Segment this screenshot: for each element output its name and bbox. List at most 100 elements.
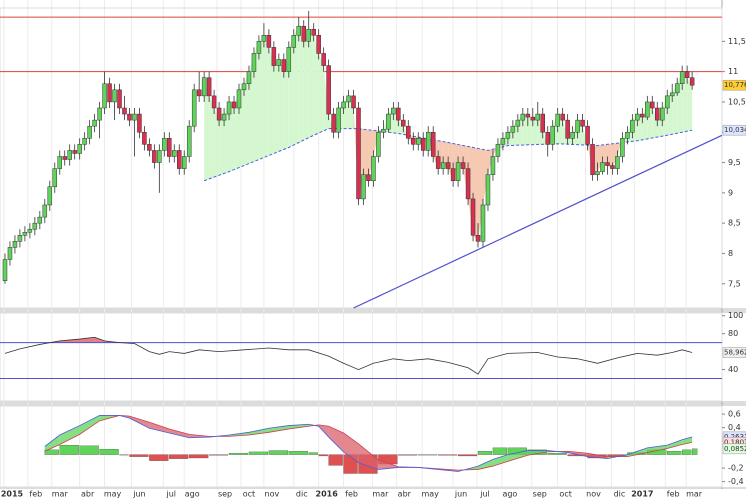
candle-body — [351, 95, 356, 109]
ma-fill — [368, 129, 374, 181]
candle-body — [62, 156, 67, 160]
ma-fill — [672, 83, 678, 135]
candle-body — [500, 138, 506, 145]
x-tick-label: sep — [218, 490, 232, 499]
plot-frame — [0, 405, 723, 488]
macd-fill — [378, 460, 399, 470]
candle-body — [7, 247, 13, 260]
candle-body — [112, 89, 117, 103]
candle-body — [495, 144, 501, 157]
candle-body — [520, 113, 526, 121]
candle-body — [425, 131, 431, 151]
ma-fill — [273, 59, 279, 154]
candle-body — [505, 131, 511, 139]
candle-body — [540, 113, 545, 133]
histogram-bar — [492, 447, 508, 455]
candle-body — [416, 138, 421, 145]
x-tick-label: mar — [52, 490, 69, 499]
plot-frame — [0, 7, 723, 309]
ma-fill — [443, 141, 449, 169]
ma-fill — [478, 148, 483, 242]
macd-fill — [667, 439, 683, 449]
histogram-bar — [308, 452, 318, 455]
candle-body — [391, 107, 396, 115]
macd-fill — [248, 428, 269, 436]
candle-body — [346, 95, 351, 103]
ma-fill — [393, 108, 399, 134]
trend-line — [353, 134, 723, 309]
candle-body — [530, 116, 536, 121]
macd-fill — [59, 425, 80, 445]
macd-fill — [627, 447, 648, 457]
histogram-bar — [667, 451, 682, 455]
candle-body — [420, 138, 426, 151]
ma-fill — [318, 53, 324, 134]
candle-body — [191, 89, 197, 127]
histogram-bar — [318, 454, 328, 457]
candle-body — [196, 89, 202, 97]
value-label-box — [722, 79, 746, 91]
panel-separator — [0, 308, 746, 313]
macd-fill — [268, 425, 289, 433]
ma-fill — [542, 132, 548, 145]
y-tick-label: 11 — [728, 67, 738, 76]
candle-body — [366, 174, 371, 181]
candle-body — [137, 113, 142, 133]
histogram-bar — [288, 451, 308, 455]
value-label-box — [722, 347, 746, 358]
y-tick-label: 8,5 — [728, 219, 741, 228]
x-tick-label: oct — [559, 490, 571, 499]
y-tick-label: 9,5 — [728, 158, 741, 167]
candle-body — [465, 168, 471, 200]
candle-body — [485, 174, 491, 206]
candle-body — [396, 107, 401, 121]
histogram-bar — [438, 454, 458, 456]
x-tick-label: sep — [533, 490, 547, 499]
candle-body — [17, 235, 23, 242]
candle-body — [12, 241, 18, 248]
y-tick-label: 100 — [728, 311, 743, 320]
ma-fill — [219, 114, 225, 176]
candle-body — [301, 25, 306, 42]
x-tick-label: feb — [667, 490, 680, 499]
ma-fill — [687, 77, 693, 132]
x-tick-label: oct — [243, 490, 255, 499]
candle-body — [256, 41, 262, 54]
macd-fill — [647, 445, 668, 453]
x-tick-label: feb — [345, 490, 358, 499]
rsi-line — [4, 336, 693, 375]
candle-body — [316, 35, 321, 54]
ma-fill — [313, 35, 319, 136]
histogram-bar — [248, 451, 269, 455]
candle-body — [177, 150, 182, 169]
candle-body — [2, 259, 8, 281]
ma-fill — [268, 47, 274, 156]
candle-body — [525, 113, 531, 118]
candle-body — [117, 89, 122, 109]
macd-fill — [358, 443, 379, 470]
value-label-box — [722, 443, 746, 455]
ma-fill — [682, 71, 688, 133]
plot-frame — [0, 312, 723, 402]
candle-body — [47, 186, 53, 206]
histogram-bar — [457, 454, 478, 457]
x-tick-label: jun — [132, 490, 145, 499]
candle-body — [147, 144, 152, 151]
candle-body — [57, 156, 63, 169]
y-tick-label: -0,2 — [728, 464, 744, 473]
candle-body — [236, 89, 242, 109]
x-tick-label: ago — [502, 490, 517, 499]
x-tick-label: nov — [586, 490, 601, 499]
x-tick-label: 2016 — [316, 490, 339, 499]
candle-body — [510, 125, 516, 133]
candle-body — [251, 53, 257, 72]
candle-body — [401, 119, 406, 127]
candle-body — [107, 83, 112, 103]
candle-body — [480, 204, 486, 242]
macd-fill — [169, 428, 190, 438]
y-tick-label: 0,4 — [728, 423, 741, 432]
candle-body — [645, 101, 650, 118]
candle-body — [27, 228, 33, 233]
candle-body — [331, 113, 336, 133]
